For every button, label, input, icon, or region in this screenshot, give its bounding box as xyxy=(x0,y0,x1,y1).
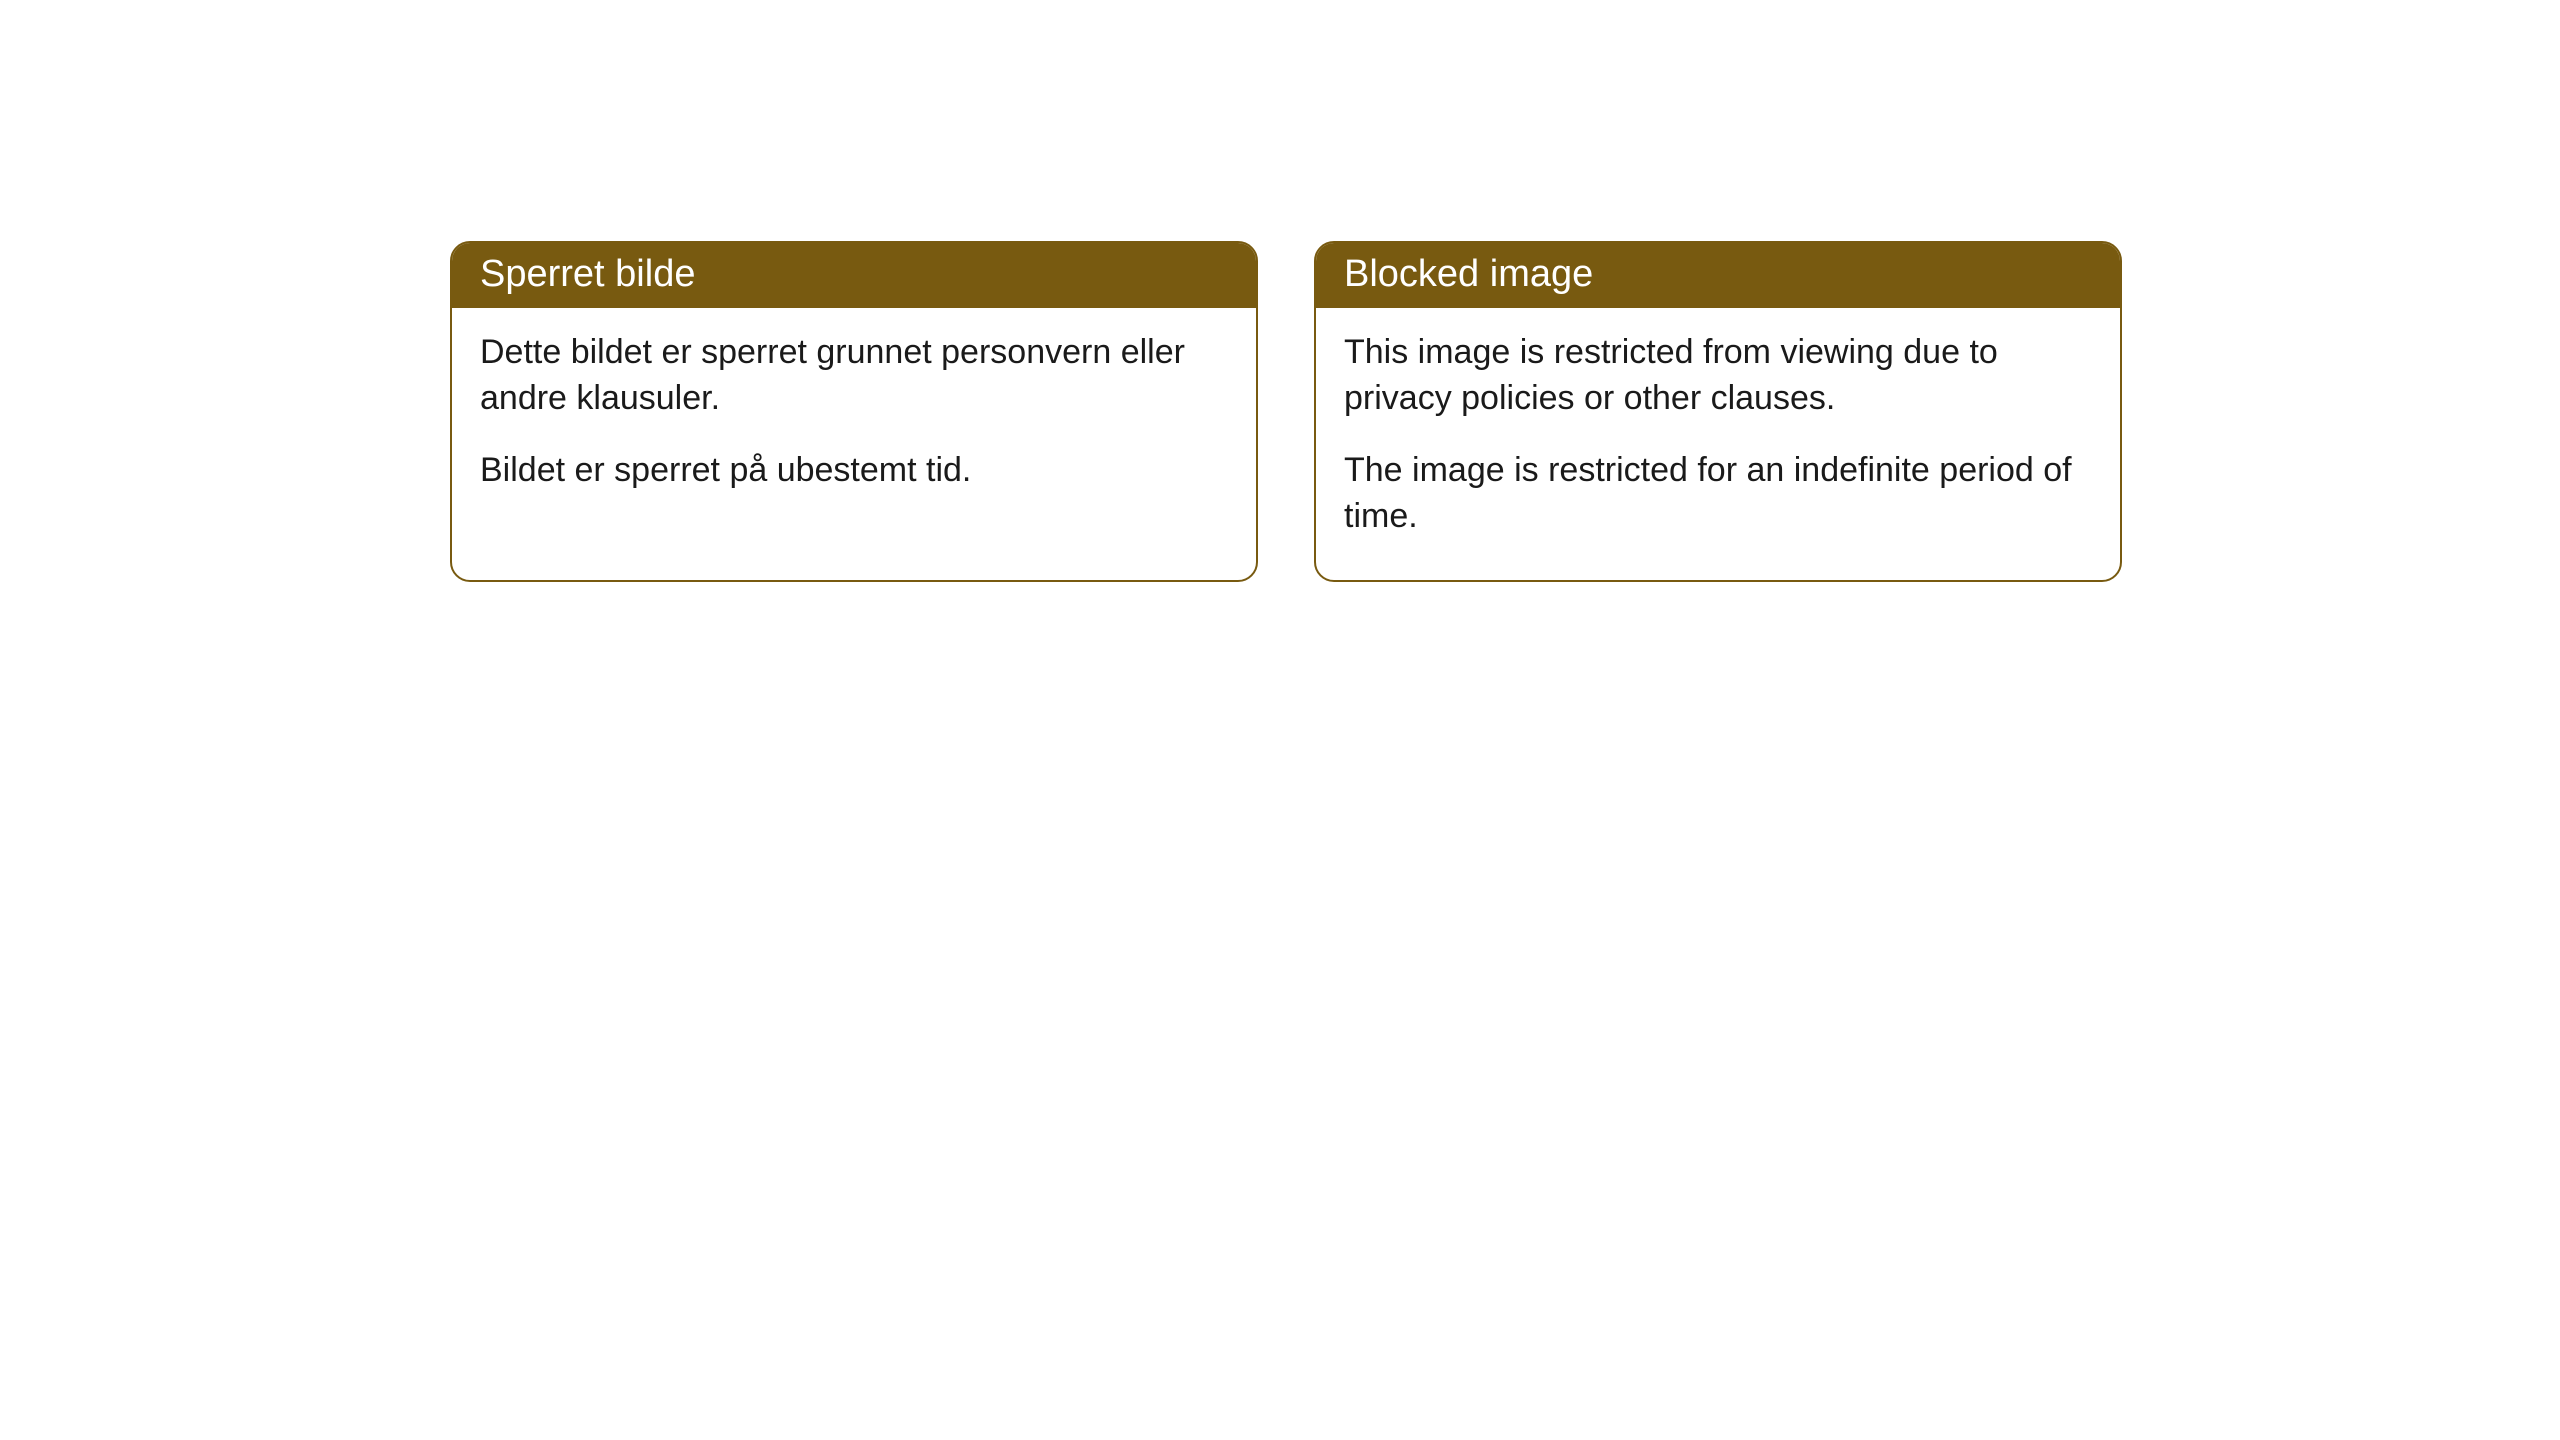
notice-cards-container: Sperret bilde Dette bildet er sperret gr… xyxy=(450,241,2122,582)
card-paragraph-no-2: Bildet er sperret på ubestemt tid. xyxy=(480,448,1228,494)
card-paragraph-no-1: Dette bildet er sperret grunnet personve… xyxy=(480,330,1228,422)
card-paragraph-en-2: The image is restricted for an indefinit… xyxy=(1344,448,2092,540)
card-body-no: Dette bildet er sperret grunnet personve… xyxy=(452,308,1256,534)
card-body-en: This image is restricted from viewing du… xyxy=(1316,308,2120,580)
blocked-image-card-no: Sperret bilde Dette bildet er sperret gr… xyxy=(450,241,1258,582)
card-paragraph-en-1: This image is restricted from viewing du… xyxy=(1344,330,2092,422)
card-header-no: Sperret bilde xyxy=(452,243,1256,308)
card-header-en: Blocked image xyxy=(1316,243,2120,308)
blocked-image-card-en: Blocked image This image is restricted f… xyxy=(1314,241,2122,582)
